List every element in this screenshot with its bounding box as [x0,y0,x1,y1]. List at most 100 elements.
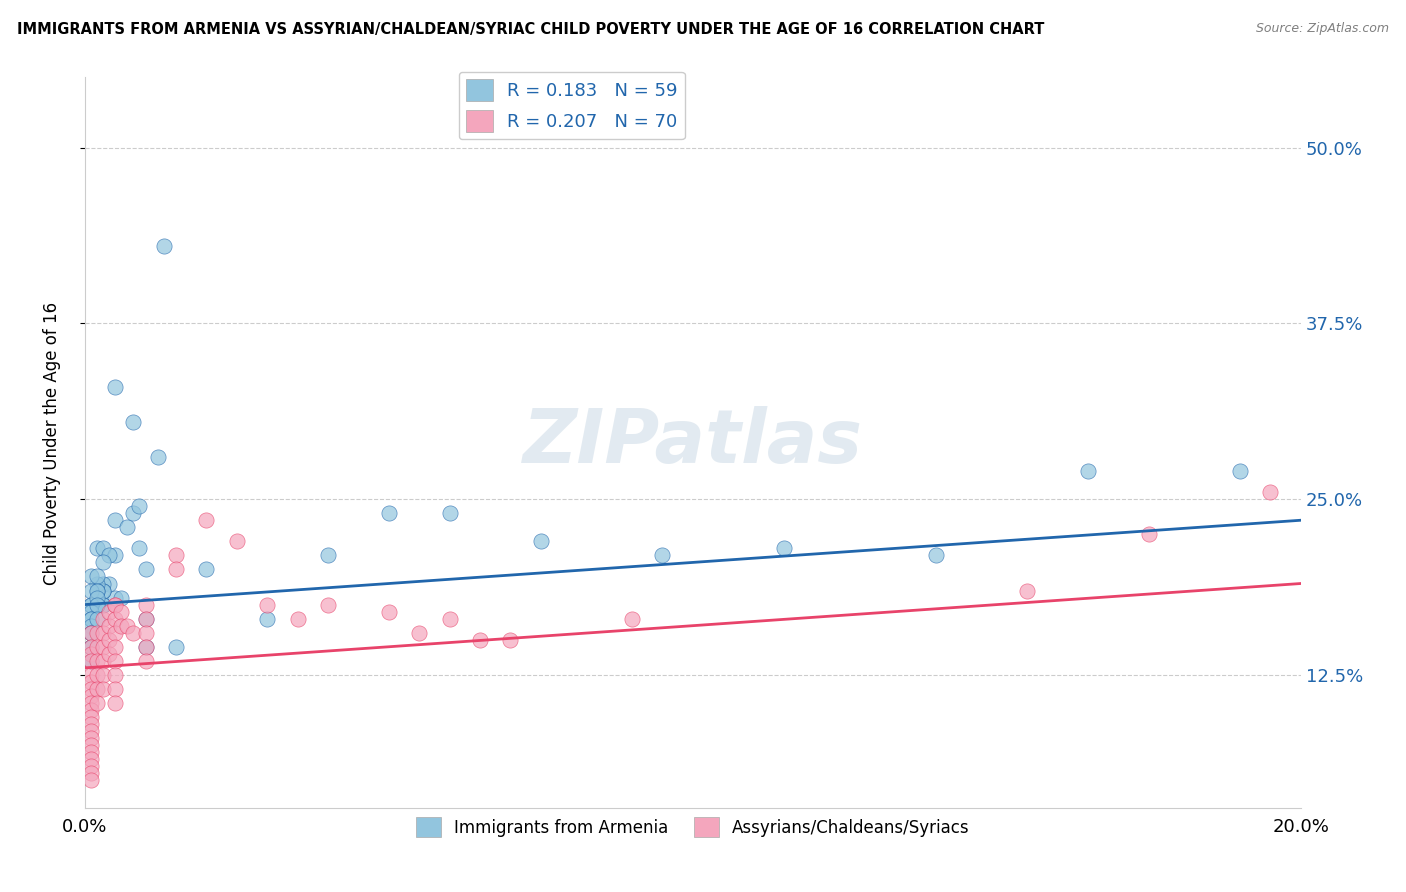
Point [117,618,139,632]
Point [80,647,103,661]
Point [80,654,103,668]
Point [225,534,247,549]
Point [530,534,553,549]
Point [80,583,103,598]
Point [80,731,103,746]
Point [91,668,114,682]
Point [98,549,121,563]
Point [104,549,127,563]
Point [98,632,121,647]
Point [773,541,796,556]
Point [80,724,103,739]
Point [110,605,132,619]
Point [98,647,121,661]
Point [104,640,127,654]
Point [165,562,187,576]
Point [110,618,132,632]
Point [91,583,114,598]
Point [468,632,491,647]
Point [80,605,103,619]
Text: IMMIGRANTS FROM ARMENIA VS ASSYRIAN/CHALDEAN/SYRIAC CHILD POVERTY UNDER THE AGE : IMMIGRANTS FROM ARMENIA VS ASSYRIAN/CHAL… [17,22,1045,37]
Point [408,625,430,640]
Point [86,668,108,682]
Point [80,640,103,654]
Point [80,598,103,612]
Point [80,766,103,780]
Point [195,513,218,527]
Point [1137,527,1160,541]
Point [80,625,103,640]
Point [86,569,108,583]
Point [122,625,145,640]
Point [1015,583,1038,598]
Point [86,625,108,640]
Point [1258,485,1281,500]
Point [80,681,103,696]
Point [80,674,103,689]
Point [128,541,150,556]
Point [91,598,114,612]
Point [98,618,121,632]
Point [98,576,121,591]
Point [316,598,339,612]
Point [152,239,174,253]
Point [439,506,461,520]
Point [80,696,103,710]
Point [256,598,278,612]
Point [86,583,108,598]
Point [104,612,127,626]
Point [104,696,127,710]
Point [80,654,103,668]
Point [165,549,187,563]
Point [80,598,103,612]
Point [80,612,103,626]
Point [104,513,127,527]
Point [80,703,103,717]
Point [80,569,103,583]
Point [80,612,103,626]
Point [80,618,103,632]
Point [80,625,103,640]
Point [128,499,150,513]
Point [110,591,132,605]
Point [91,556,114,570]
Point [98,605,121,619]
Point [499,632,522,647]
Point [165,640,187,654]
Point [104,625,127,640]
Point [80,738,103,752]
Point [135,598,157,612]
Point [80,654,103,668]
Point [91,541,114,556]
Point [86,598,108,612]
Point [135,654,157,668]
Point [91,681,114,696]
Text: ZIPatlas: ZIPatlas [523,407,863,479]
Point [91,576,114,591]
Point [80,717,103,731]
Point [80,773,103,788]
Point [377,605,399,619]
Point [91,583,114,598]
Y-axis label: Child Poverty Under the Age of 16: Child Poverty Under the Age of 16 [44,301,60,584]
Point [439,612,461,626]
Point [287,612,309,626]
Point [104,681,127,696]
Point [135,612,157,626]
Point [256,612,278,626]
Point [1229,464,1251,478]
Point [195,562,218,576]
Point [651,549,673,563]
Point [316,549,339,563]
Text: Source: ZipAtlas.com: Source: ZipAtlas.com [1256,22,1389,36]
Point [80,689,103,703]
Point [80,759,103,773]
Point [122,506,145,520]
Point [91,625,114,640]
Point [86,583,108,598]
Point [86,696,108,710]
Point [1077,464,1099,478]
Point [104,668,127,682]
Point [104,598,127,612]
Point [86,598,108,612]
